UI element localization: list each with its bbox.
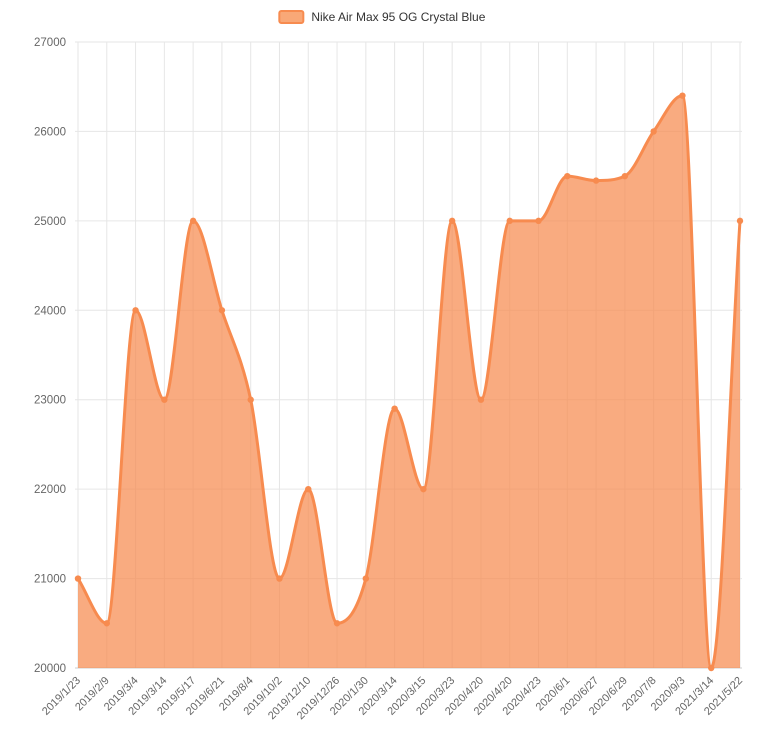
data-point[interactable] — [391, 405, 398, 412]
y-axis-label: 23000 — [34, 395, 66, 407]
data-point[interactable] — [333, 620, 341, 627]
data-point[interactable] — [218, 307, 226, 314]
data-point[interactable] — [247, 396, 254, 403]
y-axis-label: 24000 — [34, 305, 66, 317]
data-point[interactable] — [592, 177, 600, 184]
y-axis-label: 22000 — [34, 484, 66, 496]
x-axis-label: 2019/1/23 — [40, 675, 83, 718]
data-point[interactable] — [564, 172, 571, 180]
y-axis-label: 26000 — [34, 126, 66, 138]
data-point[interactable] — [535, 217, 542, 225]
data-point[interactable] — [650, 128, 657, 135]
data-point[interactable] — [362, 575, 370, 582]
data-point[interactable] — [736, 217, 744, 225]
data-point[interactable] — [621, 172, 629, 180]
data-point[interactable] — [420, 485, 427, 493]
data-point[interactable] — [74, 575, 82, 582]
series-line — [76, 94, 742, 670]
data-point[interactable] — [305, 485, 312, 493]
y-axis-label: 27000 — [34, 37, 66, 49]
data-point[interactable] — [679, 92, 686, 99]
data-point[interactable] — [276, 575, 283, 582]
y-axis-label: 25000 — [34, 216, 66, 228]
data-point[interactable] — [448, 217, 456, 225]
y-axis-label: 21000 — [34, 574, 66, 586]
data-point[interactable] — [506, 217, 513, 225]
data-point[interactable] — [189, 217, 197, 225]
legend-item[interactable]: Nike Air Max 95 OG Crystal Blue — [278, 10, 485, 24]
data-point[interactable] — [132, 307, 139, 314]
data-point[interactable] — [708, 664, 715, 672]
data-point[interactable] — [103, 620, 110, 627]
y-axis-label: 20000 — [34, 663, 66, 675]
area-fill — [78, 95, 740, 668]
data-point[interactable] — [161, 396, 168, 403]
legend-label: Nike Air Max 95 OG Crystal Blue — [311, 10, 486, 24]
legend-marker-icon — [278, 10, 305, 24]
data-point[interactable] — [477, 396, 485, 403]
